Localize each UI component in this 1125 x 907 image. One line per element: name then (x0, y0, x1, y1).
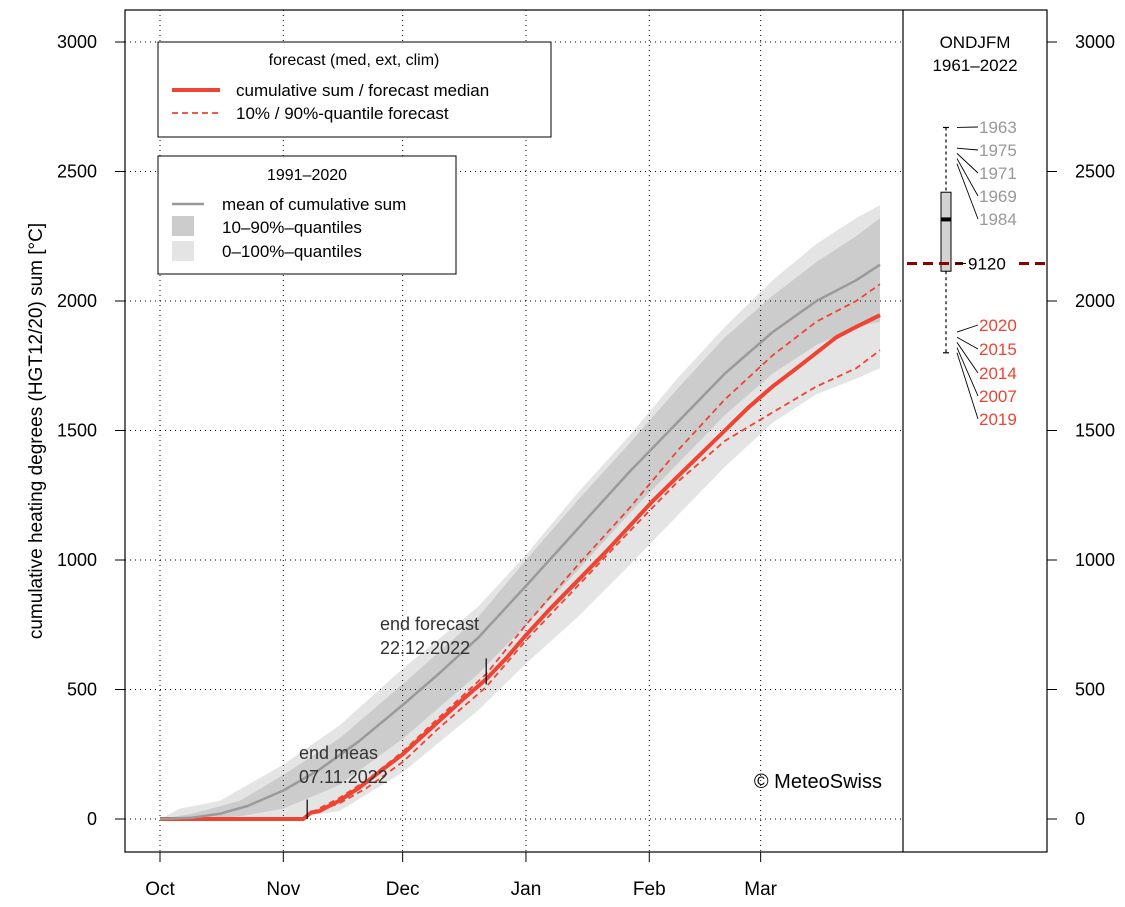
legend-clim-title: 1991–2020 (267, 167, 347, 184)
side-panel: ONDJFM 1961–2022 9120 1963 1975 1971 1969 1984 2… (907, 33, 1047, 429)
y-tick-label-left: 2000 (57, 291, 97, 311)
grid (125, 10, 903, 852)
year-label-2015: 2015 (979, 340, 1017, 359)
year-pointer-2007 (956, 347, 979, 397)
series-cumulative-sum-forecast-median (160, 313, 881, 821)
end-meas-label: end meas (299, 743, 378, 763)
legends: forecast (med, ext, clim) cumulative sum … (157, 41, 552, 275)
legend-median-label: cumulative sum / forecast median (236, 81, 489, 100)
year-label-1963: 1963 (979, 118, 1017, 137)
y-tick-label-right: 1000 (1075, 550, 1115, 570)
year-label-2019: 2019 (979, 410, 1017, 429)
y-tick-label-left: 3000 (57, 32, 97, 52)
year-pointer-1975 (956, 147, 979, 151)
legend-mean-label: mean of cumulative sum (222, 195, 406, 214)
end-forecast-label: end forecast (380, 614, 479, 634)
x-tick-label-jan: Jan (511, 879, 542, 900)
legend-10-90-label: 10–90%–quantiles (222, 218, 362, 237)
series-10-90-quantile-forecast-lower- (310, 349, 881, 814)
x-tick-label-mar: Mar (744, 879, 777, 900)
year-pointer-2015 (956, 336, 979, 350)
legend-10-90-swatch (172, 216, 194, 236)
y-tick-label-right: 0 (1075, 809, 1085, 829)
copyright-label: © MeteoSwiss (754, 771, 882, 793)
band-0-100-quantiles (160, 205, 880, 819)
year-pointer-1971 (956, 153, 979, 174)
legend-quantile-label: 10% / 90%-quantile forecast (236, 104, 449, 123)
year-pointer-2019 (956, 352, 979, 420)
year-label-2014: 2014 (979, 364, 1017, 383)
year-pointer-1969 (956, 158, 979, 197)
year-pointer-2014 (956, 342, 979, 374)
legend-0-100-swatch (172, 241, 194, 261)
box-body (940, 191, 952, 272)
x-tick-label-oct: Oct (145, 879, 175, 900)
y-tick-label-left: 0 (87, 809, 97, 829)
side-title-1: ONDJFM (940, 33, 1011, 52)
legend-forecast-title: forecast (med, ext, clim) (269, 52, 440, 69)
series-mean-of-cumulative-sum (159, 263, 881, 821)
legend-forecast-box (157, 41, 552, 138)
year-label-2007: 2007 (979, 387, 1017, 406)
y-tick-label-right: 500 (1075, 680, 1105, 700)
side-title-2: 1961–2022 (932, 56, 1017, 75)
reference-label: 9120 (968, 254, 1006, 273)
end-meas-date: 07.11.2022 (299, 767, 388, 787)
annotations: end meas 07.11.2022 end forecast 22.12.2022… (299, 614, 882, 819)
legend-0-100-label: 0–100%–quantiles (222, 242, 362, 261)
year-label-1971: 1971 (979, 164, 1017, 183)
end-forecast-date: 22.12.2022 (380, 638, 470, 658)
year-pointer-1984 (956, 163, 979, 220)
y-tick-label-right: 2000 (1075, 291, 1115, 311)
y-tick-label-left: 1500 (57, 421, 97, 441)
y-tick-label-left: 1000 (57, 550, 97, 570)
y-axis-label: cumulative heating degrees (HGT12/20) su… (26, 223, 47, 639)
series-lines (159, 263, 881, 821)
y-tick-label-right: 2500 (1075, 162, 1115, 182)
year-pointer-2020 (956, 324, 979, 333)
legend-clim-box (157, 155, 457, 275)
reference-label-bg (963, 251, 1017, 276)
quantile-bands (160, 205, 880, 820)
year-label-1969: 1969 (979, 187, 1017, 206)
year-label-1975: 1975 (979, 141, 1017, 160)
y-tick-label-right: 3000 (1075, 32, 1115, 52)
y-tick-label-right: 1500 (1075, 421, 1115, 441)
x-tick-label-nov: Nov (266, 879, 300, 900)
year-label-2020: 2020 (979, 316, 1017, 335)
band-10-90-quantiles (160, 218, 880, 820)
x-tick-label-dec: Dec (386, 879, 420, 900)
x-tick-label-feb: Feb (633, 879, 666, 900)
y-tick-label-left: 2500 (57, 162, 97, 182)
y-tick-label-left: 500 (67, 680, 97, 700)
axes: 0 0 500 500 1000 1000 1500 1500 2000 2000 2500 2500… (26, 9, 1115, 900)
year-label-1984: 1984 (979, 210, 1017, 229)
